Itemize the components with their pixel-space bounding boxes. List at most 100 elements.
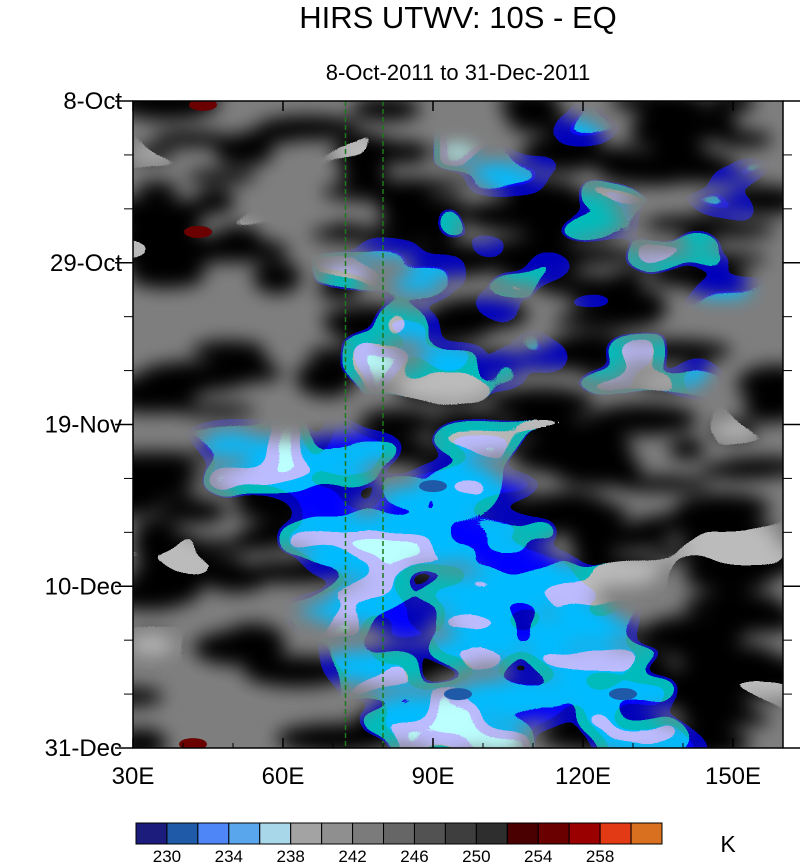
- texture-blob: [461, 199, 572, 232]
- colorbar: 230 234 238 242 246 250 254 258: [135, 822, 663, 864]
- x-tick-label: 150E: [705, 763, 761, 790]
- moist-blob: [434, 429, 521, 454]
- moist-blob: [598, 722, 691, 748]
- axes: 30E 60E 90E 120E 150E 8-Oct 29-Oct 19-Nov 10-Dec…: [45, 88, 800, 790]
- texture-blob: [133, 204, 204, 236]
- texture-blob: [253, 260, 301, 294]
- texture-blob: [177, 404, 256, 417]
- colorbar-label: 230: [153, 847, 181, 864]
- feature-blob: [189, 101, 217, 111]
- moist-blob: [577, 704, 620, 733]
- colorbar-swatch: [413, 822, 446, 845]
- moist-blob: [518, 157, 567, 167]
- colorbar-swatch: [537, 822, 570, 845]
- moist-blob: [471, 243, 511, 255]
- contour-field: [133, 101, 783, 748]
- moist-blob: [558, 126, 605, 144]
- moist-blob: [462, 515, 535, 535]
- moist-blob: [567, 295, 622, 306]
- moist-blob: [348, 332, 378, 354]
- texture-blob: [233, 496, 317, 521]
- moist-blob: [425, 642, 522, 664]
- texture-blob: [589, 146, 651, 170]
- moist-blob: [513, 630, 600, 645]
- moist-blob: [474, 305, 516, 314]
- texture-blob: [742, 396, 783, 423]
- chart-title: HIRS UTWV: 10S - EQ: [299, 0, 617, 35]
- texture-blob: [377, 195, 470, 222]
- texture-blob: [204, 565, 267, 593]
- moist-blob: [328, 650, 384, 676]
- feature-blob: [444, 688, 472, 701]
- texture-blob: [668, 438, 706, 460]
- texture-blob: [547, 490, 597, 529]
- moist-blob: [579, 216, 633, 226]
- moist-blob: [493, 274, 548, 283]
- texture-blob: [183, 238, 290, 263]
- colorbar-swatch: [599, 822, 632, 845]
- texture-blob: [296, 359, 357, 398]
- moist-blob: [382, 624, 433, 640]
- texture-blob: [676, 643, 775, 665]
- moist-blob: [273, 485, 352, 499]
- colorbar-units: K: [720, 831, 736, 857]
- colorbar-label: 258: [586, 847, 614, 864]
- plot-area: [133, 101, 783, 748]
- moist-blob: [543, 575, 593, 595]
- moist-blob: [201, 432, 261, 457]
- texture-blob: [551, 314, 660, 328]
- texture-blob: [588, 403, 698, 436]
- texture-blob: [631, 106, 738, 144]
- moist-blob: [705, 170, 758, 183]
- texture-blob: [698, 461, 783, 480]
- texture-blob: [696, 540, 783, 576]
- texture-blob: [133, 261, 206, 289]
- colorbar-swatch: [383, 822, 415, 845]
- x-tick-label: 120E: [555, 763, 611, 790]
- texture-blob: [302, 737, 342, 748]
- colorbar-swatch: [290, 822, 323, 845]
- colorbar-label: 254: [524, 847, 552, 864]
- colorbar-swatch: [197, 822, 230, 845]
- moist-blob: [479, 597, 546, 614]
- moist-blob: [332, 470, 370, 481]
- chart-subtitle: 8-Oct-2011 to 31-Dec-2011: [326, 60, 591, 85]
- moist-blob: [487, 174, 548, 193]
- texture-blob: [133, 147, 175, 161]
- feature-blob: [609, 688, 637, 701]
- texture-blob: [337, 165, 388, 185]
- texture-blob: [638, 375, 693, 390]
- texture-blob: [361, 413, 408, 428]
- texture-blob: [370, 141, 432, 164]
- texture-blob: [648, 270, 710, 287]
- moist-blob: [683, 259, 740, 269]
- moist-blob: [697, 197, 759, 213]
- texture-blob: [133, 459, 201, 490]
- colorbar-swatch: [135, 822, 168, 845]
- colorbar-swatch: [166, 822, 199, 845]
- moist-blob: [493, 359, 516, 380]
- texture-blob: [668, 613, 723, 642]
- texture-blob: [490, 387, 595, 420]
- moist-blob: [409, 511, 475, 526]
- moist-blob: [571, 192, 633, 203]
- texture-blob: [243, 655, 353, 687]
- moist-blob: [323, 606, 371, 626]
- moist-blob: [467, 679, 561, 703]
- moist-blob: [296, 500, 355, 524]
- colorbar-swatch: [506, 822, 539, 845]
- colorbar-swatch: [475, 822, 508, 845]
- texture-blob: [715, 130, 773, 148]
- colorbar-swatch: [630, 822, 663, 845]
- texture-blob: [133, 728, 168, 748]
- texture-blob: [378, 450, 470, 466]
- texture-blob: [321, 183, 430, 202]
- texture-blob: [706, 672, 783, 699]
- texture-blob: [610, 101, 708, 113]
- moist-blob: [530, 255, 560, 275]
- moist-blob: [300, 447, 373, 458]
- moist-blob: [442, 579, 533, 597]
- texture-blob: [578, 522, 695, 536]
- moist-blob: [681, 233, 714, 252]
